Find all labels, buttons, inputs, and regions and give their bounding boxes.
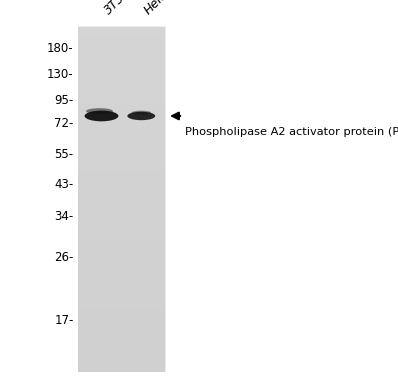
Text: 130-: 130- [47, 68, 74, 81]
Text: 55-: 55- [55, 148, 74, 161]
Bar [78, 27, 165, 372]
Text: Phospholipase A2 activator protein (PLAP): Phospholipase A2 activator protein (PLAP… [185, 127, 398, 137]
Text: 26-: 26- [54, 251, 74, 264]
Text: 72-: 72- [54, 117, 74, 130]
Text: 3T3: 3T3 [101, 0, 127, 17]
Text: Hela: Hela [141, 0, 170, 17]
Text: 95-: 95- [55, 94, 74, 107]
Text: 17-: 17- [54, 314, 74, 327]
Ellipse shape [127, 112, 155, 120]
Text: 43-: 43- [55, 178, 74, 191]
Text: 180-: 180- [47, 41, 74, 55]
Ellipse shape [131, 111, 151, 114]
Ellipse shape [86, 108, 113, 114]
Text: 34-: 34- [55, 210, 74, 223]
Ellipse shape [84, 111, 119, 121]
